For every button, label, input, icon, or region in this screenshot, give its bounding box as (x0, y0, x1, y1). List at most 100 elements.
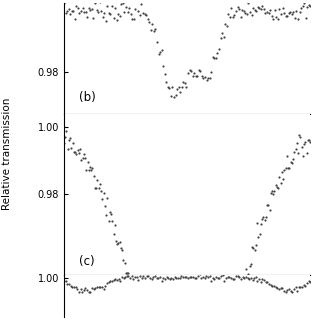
Point (119, 2, 124, 7)
Point (240, 275, 245, 280)
Point (168, 93, 173, 99)
Point (294, 140, 299, 145)
Point (110, 219, 115, 224)
Point (100, 196, 105, 202)
Point (178, 90, 183, 95)
Point (97, 181, 102, 186)
Point (276, 287, 282, 292)
Point (93, 285, 98, 290)
Point (290, 289, 295, 294)
Point (181, 79, 186, 84)
Point (162, 276, 167, 282)
Point (307, 138, 312, 143)
Point (280, 6, 285, 11)
Point (130, 16, 135, 21)
Point (130, 290, 135, 295)
Point (152, 274, 157, 279)
Point (134, 302, 140, 307)
Point (144, 12, 149, 18)
Point (119, 275, 124, 280)
Point (286, 286, 292, 292)
Point (277, 6, 282, 12)
Point (268, 7, 273, 12)
Point (78, 9, 84, 14)
Point (275, 17, 280, 22)
Point (293, 146, 298, 151)
Point (258, 6, 263, 12)
Point (92, 1, 98, 6)
Point (242, 278, 247, 283)
Point (108, 211, 114, 216)
Point (104, 212, 109, 218)
Point (268, 283, 273, 288)
Point (140, 10, 146, 15)
Point (240, 282, 245, 287)
Point (75, 287, 80, 292)
Point (263, 280, 268, 285)
Point (235, 273, 240, 278)
Point (229, 6, 234, 11)
Point (267, 207, 272, 212)
Point (262, 217, 267, 222)
Point (284, 14, 290, 19)
Point (116, 277, 121, 282)
Text: (c): (c) (79, 255, 94, 268)
Point (68, 284, 73, 289)
Point (184, 84, 189, 89)
Point (76, 150, 81, 156)
Point (157, 274, 163, 279)
Point (204, 77, 209, 82)
Point (180, 275, 186, 280)
Point (121, 276, 126, 281)
Point (124, 4, 129, 10)
Point (66, 137, 71, 142)
Point (288, 288, 293, 293)
Point (173, 93, 178, 98)
Point (155, 39, 160, 44)
Point (112, 222, 117, 227)
Point (210, 54, 215, 60)
Point (67, 282, 72, 287)
Point (299, 144, 304, 149)
Point (234, 9, 239, 14)
Point (61, 1, 67, 6)
Point (270, 284, 275, 289)
Point (189, 274, 194, 279)
Point (255, 220, 260, 226)
Point (137, 306, 142, 311)
Point (246, 272, 251, 277)
Point (179, 274, 184, 279)
Point (283, 13, 288, 18)
Point (272, 188, 277, 193)
Point (91, 173, 96, 178)
Point (75, 148, 80, 153)
Point (117, 13, 122, 19)
Point (131, 17, 136, 22)
Text: (b): (b) (79, 91, 96, 104)
Point (200, 274, 205, 279)
Point (114, 278, 119, 283)
Point (97, 0, 102, 4)
Point (129, 274, 134, 279)
Point (205, 274, 211, 279)
Point (205, 76, 211, 81)
Point (288, 160, 293, 165)
Point (306, 278, 311, 284)
Point (74, 151, 79, 156)
Point (261, 215, 266, 220)
Point (100, 284, 105, 289)
Point (71, 8, 76, 13)
Point (142, 275, 148, 280)
Point (64, 128, 69, 133)
Point (128, 12, 133, 17)
Point (274, 14, 279, 19)
Point (275, 285, 280, 290)
Point (70, 140, 75, 145)
Point (65, 8, 70, 13)
Point (123, 270, 128, 275)
Point (238, 276, 244, 281)
Point (226, 11, 231, 16)
Point (213, 275, 219, 280)
Point (291, 9, 296, 14)
Point (236, 6, 242, 12)
